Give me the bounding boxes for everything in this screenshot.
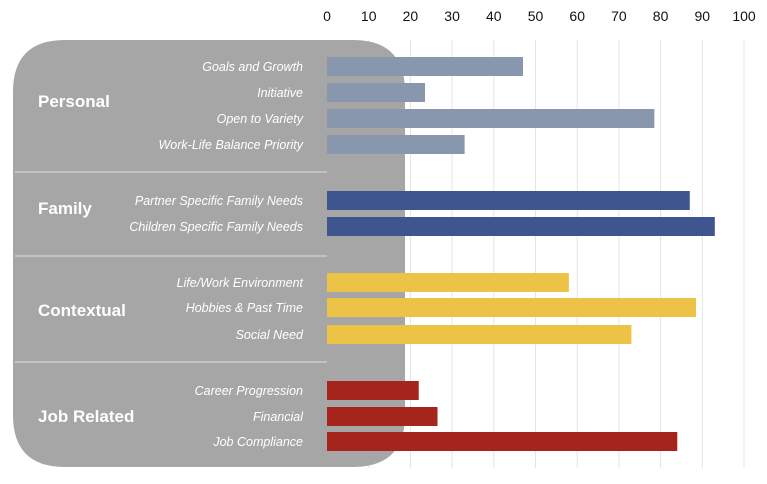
bar: [327, 325, 632, 344]
bars: [327, 57, 715, 451]
x-tick-label: 70: [611, 8, 627, 24]
bar: [327, 273, 569, 292]
x-axis-ticks: 0 10 20 30 40 50 60 70 80 90 100: [323, 8, 756, 24]
category-label: Job Compliance: [212, 435, 303, 449]
category-label: Career Progression: [195, 384, 303, 398]
bar: [327, 432, 678, 451]
group-labels: Personal Family Contextual Job Related: [38, 92, 134, 426]
x-tick-label: 0: [323, 8, 331, 24]
group-separators: [15, 171, 327, 363]
gridlines: [368, 40, 745, 468]
bar: [327, 135, 465, 154]
x-tick-label: 40: [486, 8, 502, 24]
bar: [327, 217, 715, 236]
category-label: Financial: [253, 410, 304, 424]
group-label: Contextual: [38, 301, 126, 320]
bar: [327, 407, 438, 426]
category-panel: [13, 40, 405, 467]
x-tick-label: 90: [695, 8, 711, 24]
bar: [327, 83, 425, 102]
category-label: Hobbies & Past Time: [186, 301, 303, 315]
bar: [327, 298, 697, 317]
bar: [327, 109, 655, 128]
category-label: Social Need: [236, 328, 304, 342]
category-label: Life/Work Environment: [177, 276, 304, 290]
bar: [327, 381, 419, 400]
x-tick-label: 60: [569, 8, 585, 24]
category-label: Open to Variety: [217, 112, 304, 126]
bar: [327, 57, 523, 76]
category-label: Goals and Growth: [202, 60, 303, 74]
category-label: Initiative: [257, 86, 303, 100]
x-tick-label: 50: [528, 8, 544, 24]
category-label: Partner Specific Family Needs: [135, 194, 303, 208]
group-label: Family: [38, 199, 92, 218]
group-label: Job Related: [38, 407, 134, 426]
group-label: Personal: [38, 92, 110, 111]
bar: [327, 191, 690, 210]
x-tick-label: 80: [653, 8, 669, 24]
category-label: Work-Life Balance Priority: [159, 138, 304, 152]
x-tick-label: 20: [403, 8, 419, 24]
category-labels: Goals and Growth Initiative Open to Variet…: [129, 60, 304, 449]
x-tick-label: 100: [732, 8, 756, 24]
x-tick-label: 30: [444, 8, 460, 24]
x-tick-label: 10: [361, 8, 377, 24]
category-label: Children Specific Family Needs: [129, 220, 303, 234]
